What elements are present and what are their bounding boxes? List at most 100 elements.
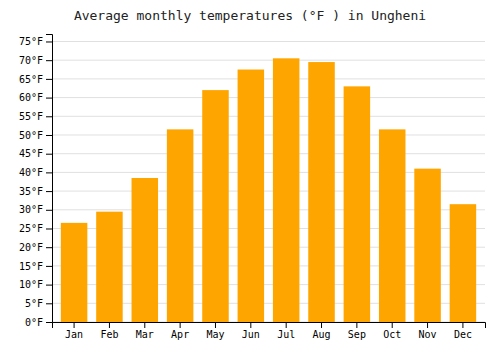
x-tick-label: Nov [419, 329, 437, 340]
x-tick-label: Dec [454, 329, 472, 340]
y-tick: 10°F [19, 279, 52, 290]
x-axis: Jan Feb Mar Apr May Jun Jul Aug Sep Oct Nov Dec [53, 322, 486, 340]
x-tick: Aug [312, 322, 330, 340]
x-tick: Feb [100, 322, 118, 340]
bar [238, 70, 265, 322]
x-tick-mark [356, 322, 357, 328]
grid-line [52, 134, 485, 135]
bar [96, 212, 123, 322]
y-tick-mark [46, 285, 52, 286]
bar [273, 58, 300, 322]
y-tick-label: 45°F [19, 148, 43, 159]
y-tick-mark [46, 41, 52, 42]
grid-line [52, 153, 485, 154]
y-tick: 25°F [19, 223, 52, 234]
x-tick-mark [321, 322, 322, 328]
y-tick-label: 15°F [19, 261, 43, 272]
y-tick-mark [46, 210, 52, 211]
grid-line [52, 116, 485, 117]
y-tick-label: 35°F [19, 186, 43, 197]
chart: 0°F 5°F 10°F 15°F 20°F 25°F 30°F 35°F 40°F 45°F 50… [0, 0, 500, 350]
y-tick-label: 65°F [19, 74, 43, 85]
grid-line [52, 60, 485, 61]
title: Average monthly temperatures (°F ) in Un… [74, 8, 426, 23]
x-tick-label: Mar [136, 329, 154, 340]
y-tick: 45°F [19, 148, 52, 159]
x-tick-mark [286, 322, 287, 328]
x-tick-label: May [206, 329, 224, 340]
y-axis-line [46, 35, 53, 323]
y-tick-mark [46, 191, 52, 192]
bar [61, 223, 88, 322]
x-tick-mark [392, 322, 393, 328]
x-axis-line [53, 323, 486, 329]
x-tick: Oct [383, 322, 401, 340]
bars [61, 58, 476, 322]
bar [344, 86, 371, 322]
x-tick-label: Feb [100, 329, 118, 340]
y-tick-label: 30°F [19, 204, 43, 215]
y-tick-mark [46, 154, 52, 155]
y-tick-label: 75°F [19, 36, 43, 47]
x-tick-label: Jan [65, 329, 83, 340]
x-tick-label: Aug [312, 329, 330, 340]
y-tick: 20°F [19, 242, 52, 253]
x-tick-mark [215, 322, 216, 328]
grid [52, 41, 485, 322]
bar [379, 129, 406, 322]
x-tick: May [206, 322, 224, 340]
y-tick-mark [46, 247, 52, 248]
x-tick: Mar [136, 322, 154, 340]
x-tick: Dec [454, 322, 472, 340]
y-tick-mark [46, 135, 52, 136]
x-tick: Apr [171, 322, 189, 340]
y-tick-mark [46, 228, 52, 229]
x-tick-label: Oct [383, 329, 401, 340]
x-tick-mark [250, 322, 251, 328]
y-tick-label: 60°F [19, 92, 43, 103]
x-tick-mark [109, 322, 110, 328]
x-tick-label: Sep [348, 329, 366, 340]
y-tick: 30°F [19, 204, 52, 215]
bar [167, 129, 194, 322]
grid-line [52, 97, 485, 98]
y-tick-mark [46, 60, 52, 61]
bar [450, 204, 477, 322]
y-tick-label: 50°F [19, 130, 43, 141]
grid-line [52, 41, 485, 42]
y-tick-mark [46, 322, 52, 323]
y-tick-mark [46, 303, 52, 304]
y-tick: 65°F [19, 74, 52, 85]
x-tick-mark [427, 322, 428, 328]
y-tick: 5°F [25, 298, 52, 309]
y-tick: 0°F [25, 317, 52, 328]
y-tick-label: 55°F [19, 111, 43, 122]
y-tick: 15°F [19, 261, 52, 272]
x-tick: Jun [242, 322, 260, 340]
x-tick-label: Jul [277, 329, 295, 340]
y-tick-label: 70°F [19, 55, 43, 66]
y-tick-label: 5°F [25, 298, 43, 309]
y-tick: 75°F [19, 36, 52, 47]
x-tick: Jul [277, 322, 295, 340]
y-tick: 40°F [19, 167, 52, 178]
x-tick-label: Apr [171, 329, 189, 340]
x-tick: Sep [348, 322, 366, 340]
x-tick-mark [180, 322, 181, 328]
y-tick-label: 10°F [19, 279, 43, 290]
x-tick-label: Jun [242, 329, 260, 340]
grid-line [52, 78, 485, 79]
y-tick: 60°F [19, 92, 52, 103]
y-tick-mark [46, 266, 52, 267]
y-tick-mark [46, 116, 52, 117]
bar [308, 62, 335, 322]
y-tick-label: 0°F [25, 317, 43, 328]
y-tick: 55°F [19, 111, 52, 122]
y-tick-mark [46, 98, 52, 99]
bar [414, 169, 441, 322]
x-tick: Jan [65, 322, 83, 340]
x-tick-mark [462, 322, 463, 328]
bar [202, 90, 229, 322]
y-tick-mark [46, 172, 52, 173]
plot: 0°F 5°F 10°F 15°F 20°F 25°F 30°F 35°F 40°F 45°F 50… [19, 35, 486, 341]
